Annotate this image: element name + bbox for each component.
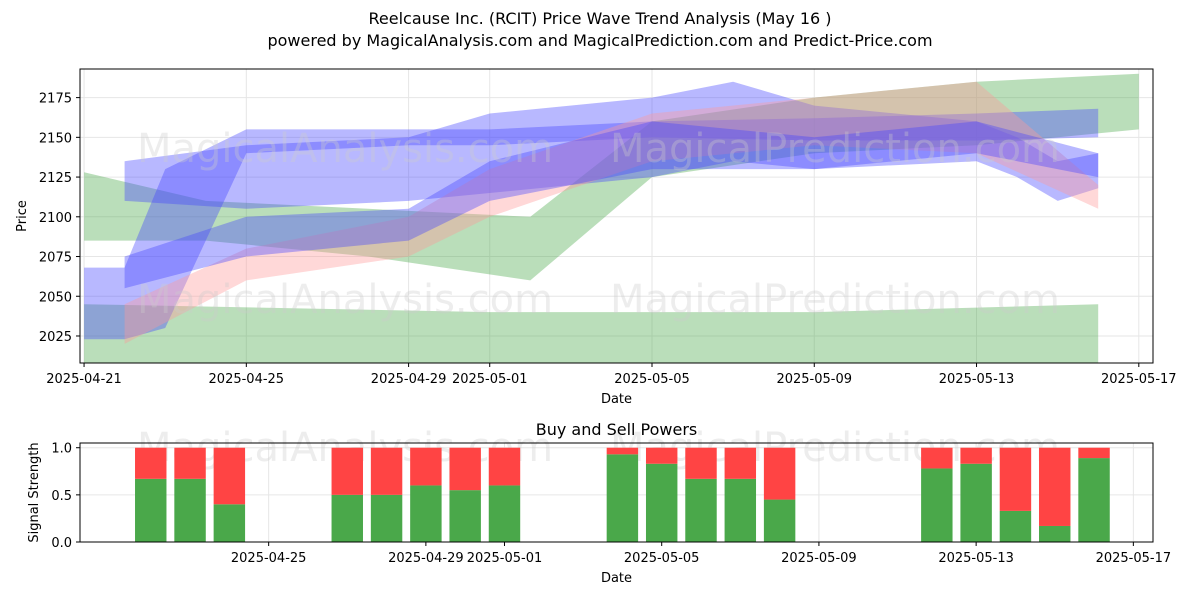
watermark-text: MagicalPrediction.com: [610, 277, 1060, 323]
x-tick-label: 2025-04-21: [46, 372, 122, 387]
plot-frame: [79, 68, 1154, 364]
y-tick-label: 2050: [39, 290, 72, 305]
x-tick-label: 2025-04-25: [209, 372, 285, 387]
x-tick-label: 2025-05-17: [1096, 551, 1172, 566]
x-tick-label: 2025-04-29: [388, 551, 464, 566]
sell-bar: [370, 447, 403, 495]
x-tick-label: 2025-05-17: [1101, 372, 1177, 387]
y-axis-label: Price: [15, 200, 30, 232]
sell-bar: [960, 447, 992, 464]
trend-band-blue: [84, 108, 1099, 340]
watermark-text: MagicalPrediction.com: [610, 126, 1060, 172]
buy-bar: [999, 510, 1032, 542]
buy-bar: [1078, 458, 1110, 542]
sell-bar: [763, 447, 796, 500]
buy-bar: [960, 463, 992, 542]
y-tick-label: 2150: [39, 131, 72, 146]
y-tick-label: 0.5: [51, 489, 72, 504]
sell-bar: [645, 447, 678, 464]
buy-bar: [921, 468, 953, 542]
sell-bar: [685, 447, 717, 479]
x-tick-label: 2025-04-25: [231, 551, 307, 566]
buy-bar: [645, 463, 678, 542]
x-tick-label: 2025-05-01: [467, 551, 543, 566]
trend-band-blue: [124, 121, 1099, 289]
buy-bar: [449, 490, 481, 542]
buy-bar: [685, 478, 717, 542]
buy-bar: [331, 494, 363, 542]
y-tick-label: 2025: [39, 330, 72, 345]
sell-bar: [1078, 447, 1110, 459]
x-tick-label: 2025-04-29: [371, 372, 447, 387]
x-tick-label: 2025-05-13: [939, 372, 1015, 387]
trend-band-green: [84, 304, 1099, 363]
sell-bar: [449, 447, 481, 491]
buy-bar: [213, 504, 246, 542]
buy-bar: [370, 494, 403, 542]
buy-bar: [488, 485, 521, 542]
price-chart-panel: MagicalAnalysis.com MagicalPrediction.com…: [15, 68, 1177, 407]
x-axis-label: Date: [601, 571, 632, 586]
x-tick-label: 2025-05-09: [776, 372, 852, 387]
y-tick-label: 2100: [39, 211, 72, 226]
sell-bar: [410, 447, 442, 486]
chart-title: Reelcause Inc. (RCIT) Price Wave Trend A…: [368, 9, 832, 28]
buy-bar: [1039, 525, 1071, 542]
buy-bar: [606, 454, 639, 542]
sell-bar: [921, 447, 953, 469]
trend-band-green: [84, 73, 1139, 281]
plot-frame: [79, 442, 1154, 543]
sell-bar: [174, 447, 206, 479]
sell-bar: [488, 447, 521, 486]
buy-bar: [763, 499, 796, 542]
signal-chart-panel: MagicalAnalysis.comMagicalPrediction.com…: [27, 420, 1171, 586]
y-tick-label: 0.0: [51, 536, 72, 551]
sell-bar: [606, 447, 639, 455]
plot-background: [80, 69, 1153, 363]
trend-band-blue: [124, 81, 1099, 209]
x-tick-label: 2025-05-05: [624, 551, 700, 566]
x-axis-label: Date: [601, 392, 632, 407]
sell-bar: [724, 447, 757, 479]
y-tick-label: 2125: [39, 171, 72, 186]
buy-bar: [724, 478, 757, 542]
chart-header: Reelcause Inc. (RCIT) Price Wave Trend A…: [0, 0, 1200, 60]
x-tick-label: 2025-05-01: [452, 372, 528, 387]
sell-bar: [213, 447, 246, 505]
sell-bar: [999, 447, 1032, 511]
y-axis-label: Signal Strength: [27, 442, 42, 542]
chart-subtitle: powered by MagicalAnalysis.com and Magic…: [267, 31, 933, 50]
sell-bar: [135, 447, 167, 479]
x-tick-label: 2025-05-09: [781, 551, 857, 566]
signal-chart-title: Buy and Sell Powers: [536, 420, 698, 439]
buy-bar: [135, 478, 167, 542]
watermark-text: MagicalAnalysis.com: [137, 277, 553, 323]
sell-bar: [331, 447, 363, 495]
buy-bar: [410, 485, 442, 542]
buy-bar: [174, 478, 206, 542]
sell-bar: [1039, 447, 1071, 526]
x-tick-label: 2025-05-05: [614, 372, 690, 387]
y-tick-label: 2075: [39, 251, 72, 266]
y-tick-label: 1.0: [51, 442, 72, 457]
x-tick-label: 2025-05-13: [938, 551, 1014, 566]
trend-band-pink: [124, 81, 1099, 344]
y-tick-label: 2175: [39, 92, 72, 107]
watermark-text: MagicalAnalysis.com: [137, 126, 553, 172]
